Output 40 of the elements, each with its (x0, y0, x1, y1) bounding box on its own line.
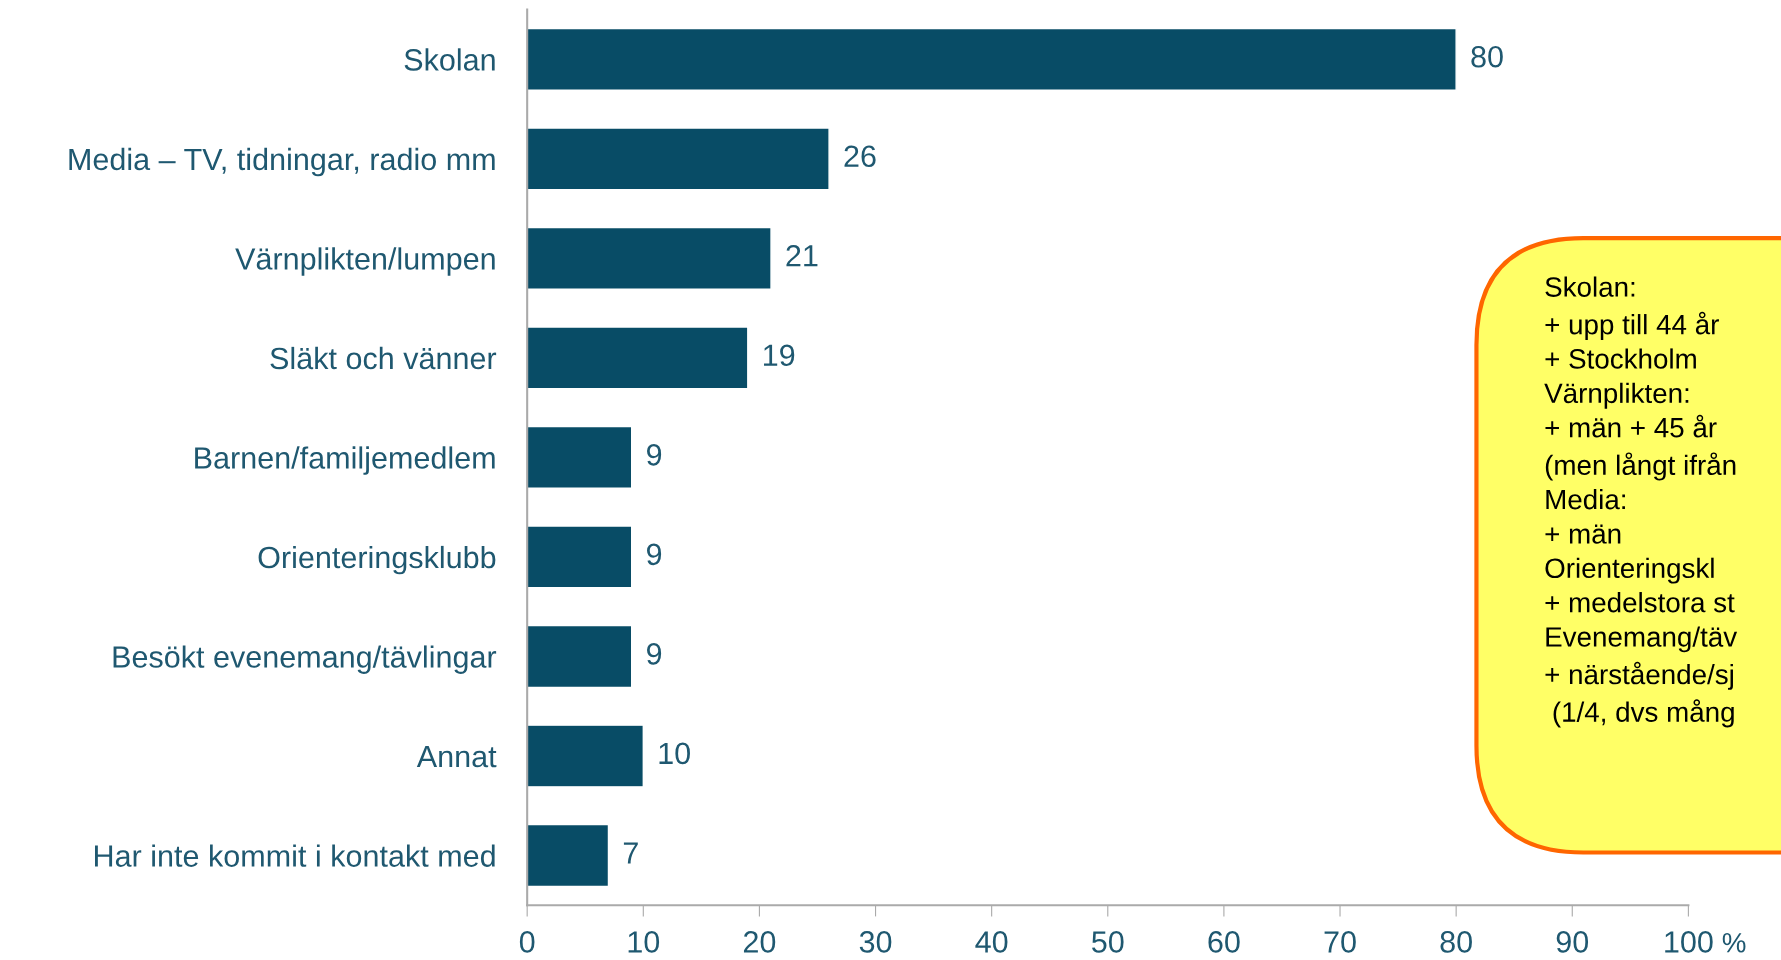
x-tick-label: 60 (1208, 931, 1240, 953)
y-tick-label: Skolan (404, 48, 495, 71)
y-tick-label: Barnen/familjemedlem (195, 446, 495, 475)
bar (527, 525, 633, 589)
bar (527, 823, 610, 888)
y-tick-label: Annat (416, 746, 497, 768)
x-tick-label: 100 (1665, 931, 1713, 953)
bar (527, 326, 749, 390)
data-label: 26 (844, 145, 876, 168)
bar (527, 127, 830, 191)
x-tick-label: 70 (1324, 931, 1356, 953)
data-label: 9 (647, 444, 662, 466)
bar (527, 724, 644, 788)
x-tick-label: 20 (743, 931, 776, 953)
data-label: 7 (623, 842, 638, 864)
bar (527, 27, 1457, 91)
x-tick-label: 90 (1556, 931, 1589, 953)
y-tick-label: Värnplikten/lumpen (235, 247, 495, 276)
bar (527, 425, 633, 489)
data-label: 10 (659, 742, 690, 765)
y-tick-label: Släkt och vänner (270, 346, 497, 370)
x-tick-label: 0 (519, 931, 535, 953)
x-tick-label: 50 (1092, 931, 1124, 953)
bar (527, 624, 633, 689)
data-label: 19 (764, 344, 795, 367)
x-tick-label: 30 (859, 931, 892, 953)
x-tick-label: 10 (628, 931, 660, 953)
y-tick-label: Orienteringsklubb (258, 545, 496, 575)
data-label: 21 (786, 244, 818, 267)
data-label: 9 (647, 543, 662, 566)
x-tick-label: 80 (1440, 931, 1472, 953)
text: Skolan: + upp till 44 år + Stockholm Värnplikten: + män + 45 år (men långt ifrån Media: + män Orienteringskl + medelstora st Evenemang/täv + närstående/sj (1/4, dvs mång (1544, 276, 1738, 728)
y-tick-label: Besökt evenemang/tävlingar (113, 645, 497, 674)
x-axis-title: % (1722, 933, 1746, 953)
y-tick-label: Har inte kommit i kontakt med (95, 844, 495, 867)
bar (527, 226, 772, 290)
y-tick-label: Media – TV, tidningar, radio mm (69, 147, 495, 177)
data-label: 9 (647, 643, 662, 665)
data-label: 80 (1471, 45, 1503, 68)
x-tick-label: 40 (975, 931, 1008, 953)
